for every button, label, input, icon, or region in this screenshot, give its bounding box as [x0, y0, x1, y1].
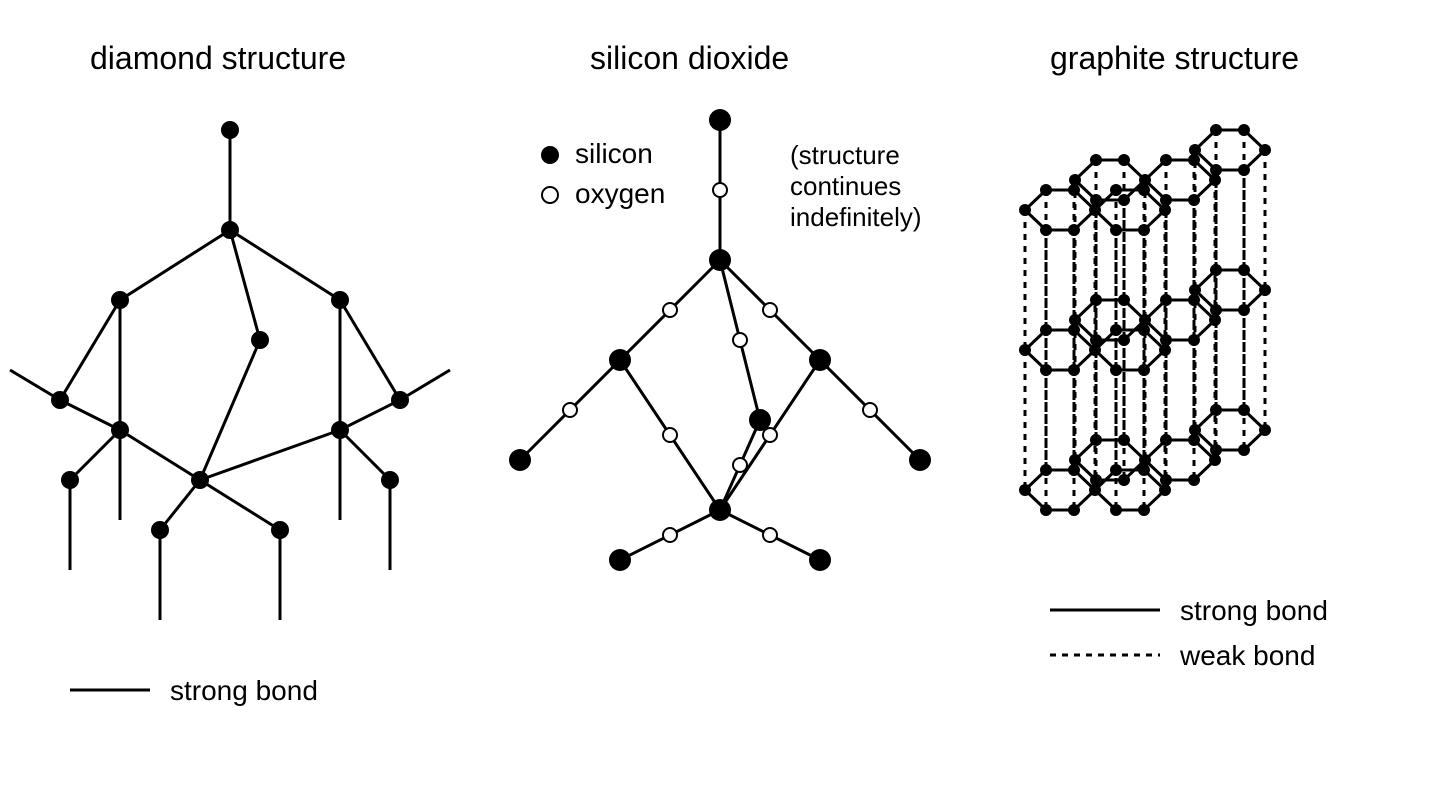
structures-svg [0, 0, 1440, 786]
